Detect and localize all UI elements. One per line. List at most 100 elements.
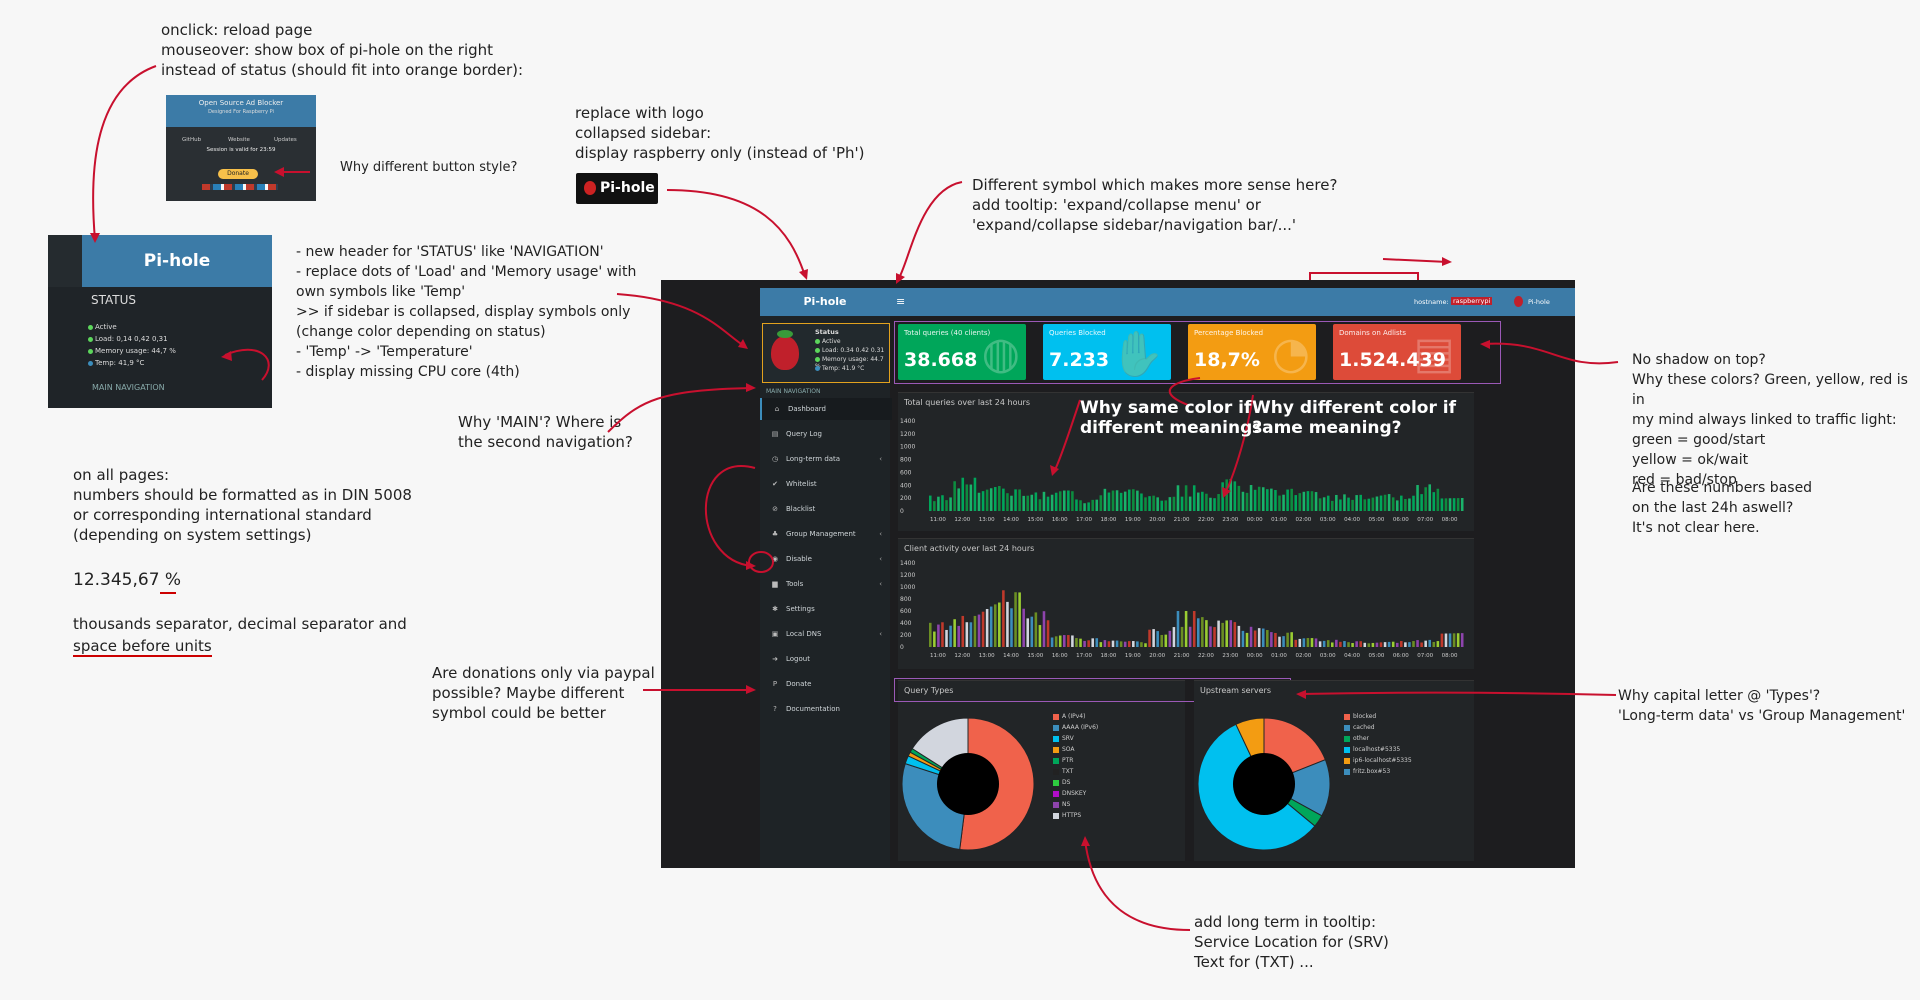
sidebar-item-query-log[interactable]: ▤ Query Log (760, 423, 890, 445)
bar[interactable] (1225, 479, 1228, 511)
bar[interactable] (1099, 495, 1103, 511)
bar[interactable] (1091, 499, 1094, 511)
bar[interactable] (1156, 497, 1159, 511)
sidebar-item-dashboard[interactable]: ⌂ Dashboard (760, 398, 892, 420)
bar[interactable] (1257, 628, 1261, 647)
legend-item[interactable]: ip6-localhost#5335 (1344, 757, 1412, 764)
bar[interactable] (1270, 632, 1273, 647)
bar[interactable] (945, 500, 948, 511)
legend-item[interactable]: TXT (1053, 768, 1073, 775)
bar[interactable] (1063, 490, 1066, 511)
bar[interactable] (949, 625, 952, 647)
bar[interactable] (1343, 641, 1346, 647)
bar[interactable] (1229, 620, 1233, 647)
bar[interactable] (1331, 642, 1334, 647)
bar[interactable] (1274, 633, 1277, 647)
bar[interactable] (969, 484, 973, 511)
bar[interactable] (1018, 489, 1021, 511)
bar[interactable] (1115, 640, 1119, 647)
bar[interactable] (1383, 494, 1387, 511)
bar[interactable] (1192, 611, 1196, 647)
bar[interactable] (1071, 491, 1074, 511)
bar[interactable] (1050, 494, 1054, 511)
bar[interactable] (1136, 641, 1139, 647)
bar[interactable] (1367, 643, 1371, 647)
bar[interactable] (1233, 481, 1237, 511)
bar[interactable] (953, 619, 956, 647)
bar[interactable] (1192, 485, 1196, 511)
bar[interactable] (993, 487, 997, 511)
bar[interactable] (1432, 641, 1436, 647)
bar[interactable] (1107, 641, 1111, 647)
bar[interactable] (1083, 640, 1086, 647)
bar[interactable] (1241, 491, 1245, 511)
bar[interactable] (1083, 503, 1086, 511)
bar[interactable] (1197, 618, 1200, 647)
bar[interactable] (1233, 622, 1237, 647)
bar[interactable] (1387, 494, 1391, 511)
bar[interactable] (1444, 633, 1448, 647)
bar[interactable] (1075, 499, 1078, 511)
bar[interactable] (1253, 630, 1257, 647)
bar[interactable] (1063, 635, 1066, 647)
bar[interactable] (985, 609, 989, 647)
bar[interactable] (1302, 491, 1306, 511)
bar[interactable] (1132, 489, 1135, 511)
bar[interactable] (961, 615, 965, 647)
bar[interactable] (1026, 618, 1030, 647)
topbar-brand[interactable]: Pi-hole (1528, 298, 1550, 306)
bar[interactable] (1452, 498, 1456, 511)
bar[interactable] (1058, 635, 1062, 647)
sidebar-toggle-icon[interactable]: ≡ (896, 295, 906, 308)
bar[interactable] (1420, 494, 1423, 511)
bar[interactable] (985, 489, 989, 511)
sidebar-item-whitelist[interactable]: ✔ Whitelist (760, 473, 890, 495)
bar[interactable] (1428, 484, 1432, 511)
bar[interactable] (1030, 616, 1034, 647)
bar[interactable] (1148, 496, 1151, 511)
bar[interactable] (929, 622, 932, 647)
bar[interactable] (1022, 495, 1025, 511)
bar[interactable] (998, 602, 1001, 647)
bar[interactable] (1002, 590, 1005, 647)
bar[interactable] (1440, 633, 1444, 647)
bar[interactable] (1395, 642, 1399, 647)
bar[interactable] (1172, 496, 1176, 511)
bar[interactable] (1079, 638, 1082, 647)
sidebar-item-group-management[interactable]: ♣ Group Management ‹ (760, 523, 890, 545)
bar[interactable] (1115, 490, 1119, 511)
bar[interactable] (973, 477, 977, 511)
bar[interactable] (977, 614, 981, 647)
sidebar-item-tools[interactable]: ▆ Tools ‹ (760, 573, 890, 595)
bar[interactable] (1119, 641, 1123, 647)
bar[interactable] (1266, 630, 1269, 647)
legend-item[interactable]: other (1344, 735, 1369, 742)
bar[interactable] (981, 611, 985, 647)
bar[interactable] (1067, 635, 1070, 647)
bar[interactable] (1404, 642, 1407, 647)
sidebar-item-documentation[interactable]: ? Documentation (760, 698, 890, 720)
bar[interactable] (949, 497, 952, 511)
legend-item[interactable]: fritz.box#53 (1344, 768, 1390, 775)
bar[interactable] (1010, 495, 1013, 511)
bar[interactable] (1152, 495, 1155, 511)
bar[interactable] (1387, 641, 1391, 647)
legend-item[interactable]: DS (1053, 779, 1070, 786)
bar[interactable] (1322, 497, 1326, 511)
bar[interactable] (1351, 643, 1354, 647)
bar[interactable] (1331, 500, 1334, 511)
bar[interactable] (1221, 622, 1224, 647)
bar[interactable] (1400, 641, 1403, 647)
bar[interactable] (965, 484, 969, 511)
sidebar-item-donate[interactable]: P Donate (760, 673, 890, 695)
bar[interactable] (1067, 490, 1070, 511)
bar[interactable] (1294, 495, 1298, 511)
bar[interactable] (1144, 497, 1147, 511)
bar[interactable] (1132, 641, 1135, 647)
bar[interactable] (1148, 629, 1151, 647)
bar[interactable] (937, 496, 940, 511)
bar[interactable] (1318, 498, 1322, 511)
bar[interactable] (1395, 500, 1399, 511)
bar[interactable] (1448, 633, 1452, 647)
bar[interactable] (1018, 592, 1021, 647)
